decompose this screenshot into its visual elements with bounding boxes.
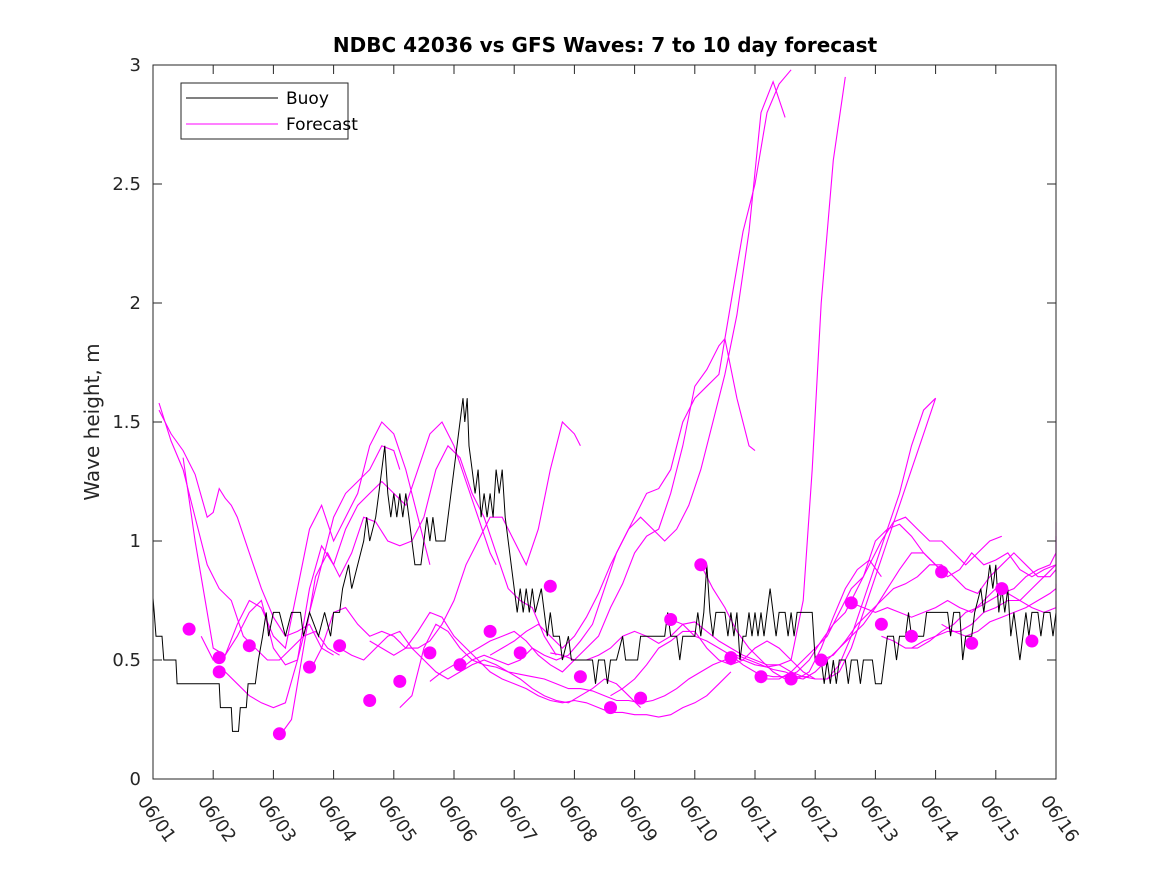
forecast-line — [670, 398, 937, 680]
y-axis-label: Wave height, m — [80, 343, 104, 500]
forecast-marker — [814, 653, 828, 667]
forecast-marker — [694, 558, 708, 572]
forecast-marker — [604, 701, 617, 715]
buoy-line — [152, 398, 1057, 732]
forecast-line — [369, 611, 732, 718]
legend-buoy-label: Buoy — [286, 89, 329, 109]
forecast-marker — [272, 727, 286, 741]
forecast-marker — [363, 694, 377, 707]
forecast-line — [429, 337, 756, 682]
forecast-marker — [513, 646, 527, 660]
forecast-marker — [874, 617, 888, 631]
forecast-marker — [1025, 634, 1039, 648]
forecast-line — [182, 445, 401, 666]
forecast-marker — [212, 651, 226, 665]
y-tick-label: 2.5 — [112, 174, 141, 195]
forecast-marker — [965, 636, 979, 650]
chart-title: NDBC 42036 vs GFS Waves: 7 to 10 day for… — [333, 33, 878, 57]
forecast-line — [760, 516, 1003, 678]
series-group — [152, 69, 1057, 741]
forecast-marker — [242, 639, 256, 653]
forecast-marker — [483, 624, 497, 638]
forecast-marker — [935, 565, 949, 579]
forecast-marker — [573, 670, 587, 684]
y-tick-label: 0 — [130, 769, 141, 790]
forecast-marker — [303, 660, 316, 674]
forecast-line — [911, 599, 1057, 649]
forecast-marker — [634, 691, 648, 705]
forecast-line — [820, 552, 1057, 661]
forecast-marker — [543, 579, 557, 593]
forecast-marker — [212, 665, 226, 679]
forecast-marker — [333, 639, 347, 653]
forecast-marker — [453, 658, 467, 672]
forecast-marker — [995, 582, 1009, 596]
forecast-marker — [664, 613, 678, 626]
forecast-line — [941, 583, 1057, 637]
forecast-line — [399, 623, 810, 708]
forecast-line — [200, 421, 431, 661]
y-tick-label: 0.5 — [112, 650, 141, 671]
y-tick-label: 1 — [130, 531, 141, 552]
y-tick-label: 3 — [130, 55, 141, 76]
y-tick-label: 2 — [130, 293, 141, 314]
forecast-marker — [784, 672, 798, 686]
plot-background — [153, 65, 1056, 779]
forecast-marker — [724, 651, 738, 665]
y-tick-label: 1.5 — [112, 412, 141, 433]
forecast-line — [309, 420, 581, 673]
legend-forecast-label: Forecast — [286, 115, 358, 135]
forecast-marker — [182, 622, 196, 636]
forecast-line — [881, 522, 1057, 649]
forecast-marker — [423, 646, 437, 660]
forecast-marker — [393, 674, 407, 688]
forecast-line — [851, 536, 1057, 618]
forecast-marker — [905, 629, 918, 643]
forecast-line — [158, 409, 334, 656]
forecast-line — [489, 69, 792, 656]
legend-box — [180, 82, 349, 140]
legend: Buoy Forecast — [180, 82, 358, 140]
forecast-line — [610, 397, 936, 697]
forecast-marker — [844, 596, 858, 610]
forecast-line — [550, 76, 846, 666]
forecast-line — [278, 444, 557, 737]
forecast-marker — [754, 670, 768, 684]
forecast-line — [339, 630, 641, 708]
